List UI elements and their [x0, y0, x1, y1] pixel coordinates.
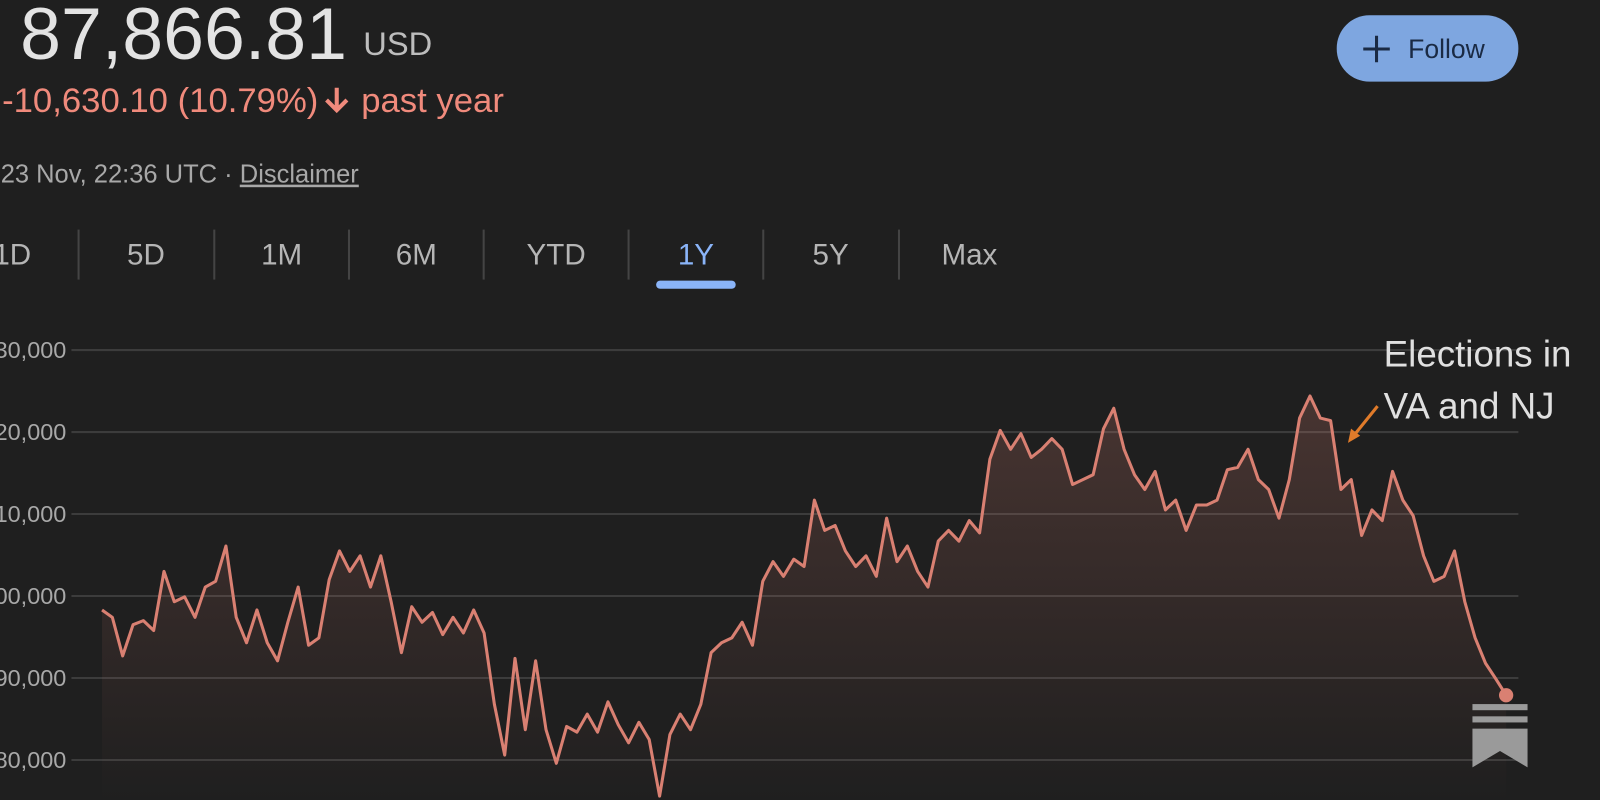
annotation-text: Elections in — [1384, 333, 1572, 374]
range-tab[interactable]: 5D — [127, 238, 165, 271]
range-tab[interactable]: 6M — [396, 238, 437, 271]
price-area — [102, 396, 1507, 800]
change-period: past year — [361, 82, 504, 120]
icon-bookmark — [1472, 728, 1528, 768]
y-tick-label: 90,000 — [0, 665, 66, 691]
last-price-dot — [1498, 688, 1514, 703]
range-tab[interactable]: Max — [941, 238, 997, 271]
annotation-text: VA and NJ — [1384, 385, 1555, 426]
plus-icon — [1363, 35, 1390, 63]
down-arrow-icon — [325, 87, 349, 114]
y-tick-label: 110,000 — [0, 501, 66, 527]
annotation-arrow — [1350, 405, 1379, 439]
price-chart: 80,000 90,000 100,000 110,000 120,000 130,000… — [0, 333, 1571, 800]
y-tick-label: 120,000 — [0, 419, 66, 445]
range-tab[interactable]: 5Y — [813, 238, 849, 271]
price-line — [101, 394, 1508, 798]
range-tab[interactable]: 1Y — [678, 238, 714, 271]
follow-button[interactable]: Follow — [1336, 15, 1519, 82]
range-tab[interactable]: 1D — [0, 238, 31, 271]
y-tick-label: 100,000 — [0, 583, 66, 609]
y-tick-label: 130,000 — [0, 337, 66, 363]
watermark-icon — [1472, 704, 1528, 768]
selected-tab-indicator — [656, 280, 736, 289]
price: 87,866.81 — [20, 0, 347, 75]
range-tab[interactable]: 1M — [261, 238, 302, 271]
price-change: -10,630.10 (10.79%) — [2, 82, 318, 120]
disclaimer-link[interactable]: Disclaimer — [240, 161, 360, 189]
range-tabs: 1D 5D 1M 6M YTD 1Y 5Y Max — [0, 229, 998, 289]
icon-bar — [1472, 704, 1528, 711]
follow-label[interactable]: Follow — [1408, 34, 1485, 64]
y-tick-label: 80,000 — [0, 747, 66, 773]
timestamp: 23 Nov, 22:36 UTC · — [1, 161, 233, 189]
currency: USD — [363, 25, 432, 62]
follow-button-bg[interactable] — [1336, 15, 1519, 82]
icon-bar — [1472, 716, 1528, 723]
annotation-arrowhead — [1347, 428, 1361, 443]
range-tab[interactable]: YTD — [527, 238, 586, 271]
